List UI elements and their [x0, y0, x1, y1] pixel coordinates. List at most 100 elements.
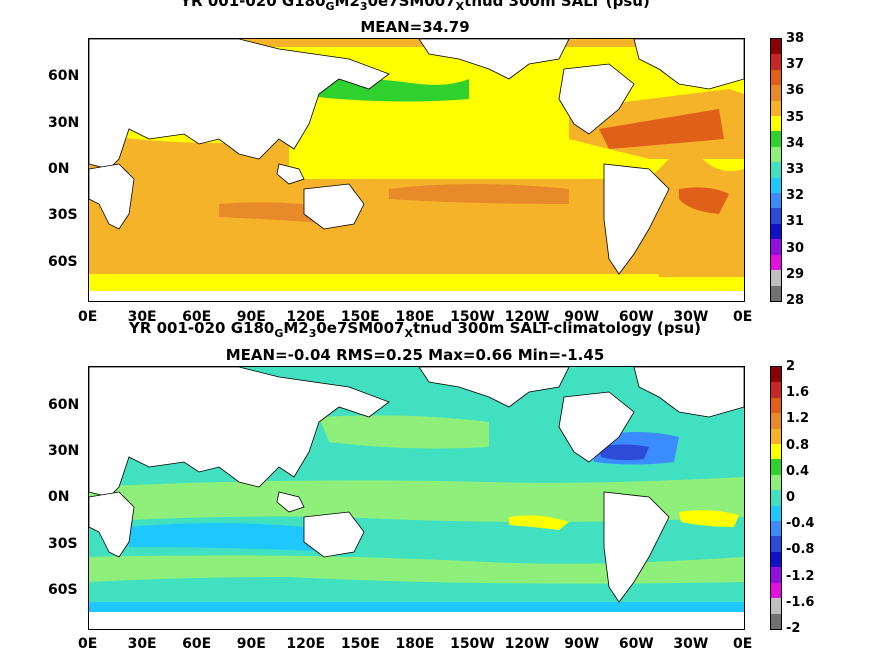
longitude-tick-label: 60W [618, 309, 654, 325]
latitude-tick-label: 30N [48, 443, 80, 459]
colorbar-tick-label: -1.6 [786, 594, 815, 610]
bottom-colorbar [770, 366, 782, 630]
longitude-tick-label: 90W [564, 636, 600, 652]
colorbar-segment [771, 39, 781, 55]
longitude-tick-label: 0E [78, 309, 98, 325]
longitude-tick-label: 150W [450, 309, 495, 325]
latitude-tick-label: 60N [48, 68, 80, 84]
colorbar-tick-label: 1.2 [786, 411, 810, 427]
colorbar-segment [771, 521, 781, 537]
colorbar-segment [771, 85, 781, 101]
colorbar-segment [771, 382, 781, 398]
latitude-tick-label: 30N [48, 115, 80, 131]
longitude-tick-label: 150W [450, 636, 495, 652]
colorbar-segment [771, 397, 781, 414]
colorbar-tick-label: 28 [786, 293, 805, 308]
latitude-tick-label: 60S [48, 582, 78, 598]
longitude-tick-label: 60W [618, 636, 654, 652]
colorbar-segment [771, 598, 781, 614]
bottom-map-title: YR 001-020 G180GM230e7SM007Xtnud 300m SA… [128, 319, 701, 340]
longitude-tick-label: 60E [182, 636, 212, 652]
latitude-tick-label: 30S [48, 207, 78, 223]
longitude-tick-label: 30E [127, 636, 157, 652]
top-colorbar [770, 38, 782, 302]
longitude-tick-label: 120W [504, 309, 550, 325]
longitude-tick-label: 0E [733, 309, 753, 325]
colorbar-tick-label: 38 [786, 31, 805, 46]
colorbar-segment [771, 444, 781, 460]
colorbar-tick-label: 0 [786, 490, 796, 505]
colorbar-segment [771, 505, 781, 522]
colorbar-tick-label: -0.4 [786, 516, 815, 532]
colorbar-tick-label: 36 [786, 83, 805, 99]
colorbar-segment [771, 54, 781, 70]
colorbar-segment [771, 613, 781, 629]
top-map-title: YR 001-020 G180GM230e7SM007Xtnud 300m SA… [180, 0, 650, 13]
colorbar-segment [771, 367, 781, 383]
latitude-tick-label: 0N [48, 161, 70, 177]
colorbar-tick-label: 32 [786, 188, 805, 204]
colorbar-tick-label: 0.8 [786, 437, 810, 453]
latitude-tick-label: 30S [48, 536, 78, 552]
longitude-tick-label: 120W [504, 636, 550, 652]
bottom-map-panel [88, 366, 745, 630]
colorbar-segment [771, 285, 781, 301]
top-map-subtitle: MEAN=34.79 [360, 18, 470, 36]
colorbar-segment [771, 490, 781, 506]
colorbar-tick-label: -0.8 [786, 542, 815, 558]
longitude-tick-label: 30E [127, 309, 157, 325]
colorbar-segment [771, 254, 781, 271]
colorbar-tick-label: 2 [786, 359, 796, 374]
colorbar-segment [771, 582, 781, 599]
colorbar-segment [771, 428, 781, 445]
top-salinity-map [89, 39, 744, 301]
colorbar-segment [771, 567, 781, 583]
colorbar-segment [771, 551, 781, 568]
longitude-tick-label: 150E [340, 309, 380, 325]
longitude-tick-label: 30W [673, 636, 709, 652]
longitude-tick-label: 0E [78, 636, 98, 652]
colorbar-segment [771, 146, 781, 163]
colorbar-segment [771, 270, 781, 286]
colorbar-tick-label: 34 [786, 135, 805, 151]
longitude-tick-label: 0E [733, 636, 753, 652]
colorbar-tick-label: -1.2 [786, 568, 815, 584]
longitude-tick-label: 90E [236, 309, 266, 325]
colorbar-segment [771, 116, 781, 132]
colorbar-segment [771, 69, 781, 86]
longitude-tick-label: 90E [236, 636, 266, 652]
longitude-tick-label: 60E [182, 309, 212, 325]
colorbar-segment [771, 474, 781, 491]
latitude-tick-label: 60N [48, 397, 80, 413]
colorbar-segment [771, 413, 781, 429]
colorbar-tick-label: 31 [786, 214, 805, 230]
latitude-tick-label: 0N [48, 489, 70, 505]
colorbar-segment [771, 208, 781, 224]
longitude-tick-label: 150E [340, 636, 380, 652]
longitude-tick-label: 120E [286, 309, 326, 325]
bottom-map-subtitle: MEAN=-0.04 RMS=0.25 Max=0.66 Min=-1.45 [225, 346, 605, 364]
colorbar-tick-label: 1.6 [786, 385, 810, 401]
colorbar-segment [771, 131, 781, 147]
colorbar-segment [771, 193, 781, 209]
top-map-panel [88, 38, 745, 302]
colorbar-tick-label: 29 [786, 266, 805, 282]
longitude-tick-label: 180E [395, 309, 435, 325]
longitude-tick-label: 90W [564, 309, 600, 325]
latitude-tick-label: 60S [48, 254, 78, 270]
colorbar-tick-label: 0.4 [786, 463, 810, 479]
colorbar-segment [771, 162, 781, 178]
colorbar-segment [771, 223, 781, 240]
colorbar-tick-label: -2 [786, 621, 801, 636]
colorbar-segment [771, 239, 781, 255]
longitude-tick-label: 180E [395, 636, 435, 652]
colorbar-tick-label: 37 [786, 57, 805, 73]
colorbar-segment [771, 177, 781, 194]
bottom-anomaly-map [89, 367, 744, 629]
colorbar-segment [771, 100, 781, 117]
longitude-tick-label: 30W [673, 309, 709, 325]
colorbar-tick-label: 35 [786, 109, 805, 125]
colorbar-segment [771, 459, 781, 475]
colorbar-tick-label: 30 [786, 240, 805, 256]
colorbar-segment [771, 536, 781, 552]
